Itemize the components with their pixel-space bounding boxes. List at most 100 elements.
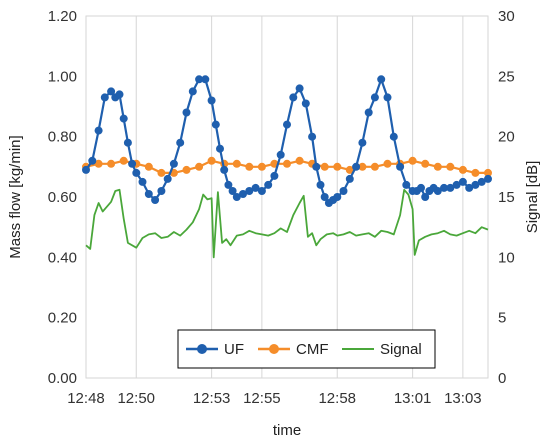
series-cmf-point [383, 159, 392, 168]
series-uf-point [471, 180, 480, 189]
series-uf-point [228, 187, 237, 195]
series-uf-point [257, 187, 266, 195]
y2-tick-label: 20 [498, 129, 515, 146]
series-cmf-point [433, 162, 442, 171]
series-uf-point [245, 187, 254, 195]
series-uf-point [224, 180, 233, 189]
legend-cmf-marker [269, 344, 279, 354]
y2-tick-label: 15 [498, 189, 515, 206]
series-uf-point [123, 138, 132, 147]
series-uf-point [364, 108, 373, 117]
x-tick-label: 12:48 [67, 390, 105, 407]
series-cmf-point [295, 156, 304, 165]
series-cmf-point [471, 168, 480, 177]
series-uf-point [283, 120, 291, 129]
series-uf-point [270, 171, 279, 180]
series-uf-point [128, 159, 137, 168]
y-tick-label: 1.00 [48, 68, 77, 85]
x-tick-label: 12:58 [318, 390, 356, 407]
series-uf-point [402, 180, 411, 189]
series-uf-point [339, 187, 348, 195]
series-uf-point [377, 75, 386, 84]
series-uf-point [211, 120, 220, 129]
series-uf-point [82, 165, 90, 174]
series-uf-point [144, 190, 153, 198]
series-cmf-point [320, 162, 329, 171]
series-layer [82, 75, 492, 259]
series-uf-point [389, 132, 398, 141]
series-uf-point [417, 183, 425, 192]
series-uf-point [216, 144, 224, 153]
series-uf-point [452, 180, 461, 189]
y-tick-label: 0.80 [48, 129, 77, 146]
series-uf-point [383, 93, 392, 102]
series-uf-point [220, 165, 229, 174]
series-uf-point [188, 87, 197, 96]
series-uf-point [94, 126, 103, 135]
series-uf-point [295, 84, 304, 93]
series-uf-point [201, 75, 210, 84]
series-uf-point [195, 75, 204, 84]
series-uf-point [107, 87, 116, 96]
series-uf-point [477, 177, 486, 186]
series-uf-point [320, 193, 329, 201]
series-uf-point [358, 138, 367, 147]
series-signal-line [85, 188, 489, 259]
legend: UF CMF Signal [177, 329, 436, 369]
series-uf-line [85, 78, 489, 205]
series-cmf-point [245, 162, 254, 171]
y2-tick-label: 30 [498, 8, 515, 25]
series-cmf-point [283, 159, 291, 168]
series-cmf-point [207, 156, 216, 165]
series-uf-point [182, 108, 191, 117]
series-uf-point [446, 183, 455, 192]
y2-tick-label: 25 [498, 68, 515, 85]
series-cmf-point [408, 156, 417, 165]
series-uf-point [169, 159, 178, 168]
series-uf-point [316, 180, 325, 189]
series-uf-point [207, 96, 216, 105]
series-cmf-point [484, 168, 492, 177]
legend-cmf-label: CMF [296, 341, 329, 358]
series-cmf-point [144, 162, 153, 171]
series-cmf-point [257, 162, 266, 171]
series-uf-point [301, 99, 310, 108]
series-cmf-point [107, 159, 116, 168]
series-cmf-point [94, 159, 103, 168]
series-uf-point [484, 174, 492, 183]
series-uf-point [132, 168, 141, 177]
y-tick-label: 0.00 [48, 370, 77, 387]
series-uf-point [352, 162, 361, 171]
series-uf-point [239, 190, 247, 198]
plot-area [85, 15, 489, 379]
x-tick-label: 13:01 [394, 390, 432, 407]
series-uf-point [289, 93, 298, 102]
series-uf-point [440, 183, 448, 192]
series-uf-point [119, 114, 128, 123]
y2-axis-title: Signal [dB] [524, 161, 541, 234]
series-uf-point [333, 193, 342, 201]
tick-labels: 12:48 12:50 12:53 12:55 12:58 13:01 13:03 0.00 0… [48, 8, 515, 407]
legend-uf-label: UF [224, 341, 244, 358]
series-uf-point [345, 174, 354, 183]
series-cmf-point [333, 162, 342, 171]
series-uf-point [308, 132, 317, 141]
series-uf-point [115, 90, 124, 99]
y2-tick-label: 10 [498, 249, 515, 266]
series-cmf-point [345, 165, 354, 174]
legend-box [177, 329, 436, 369]
y-tick-label: 0.40 [48, 249, 77, 266]
series-uf-point [370, 93, 379, 102]
series-uf-point [264, 180, 273, 189]
series-uf-point [232, 193, 241, 201]
series-cmf-point [119, 156, 128, 165]
series-cmf-point [370, 162, 379, 171]
y2-tick-label: 5 [498, 310, 506, 327]
gridlines [85, 16, 464, 378]
series-uf-point [176, 138, 185, 147]
series-uf-point [251, 183, 260, 192]
series-uf-point [312, 162, 321, 171]
series-uf-point [163, 174, 172, 183]
series-uf-point [421, 193, 430, 201]
series-cmf-point [446, 162, 455, 171]
